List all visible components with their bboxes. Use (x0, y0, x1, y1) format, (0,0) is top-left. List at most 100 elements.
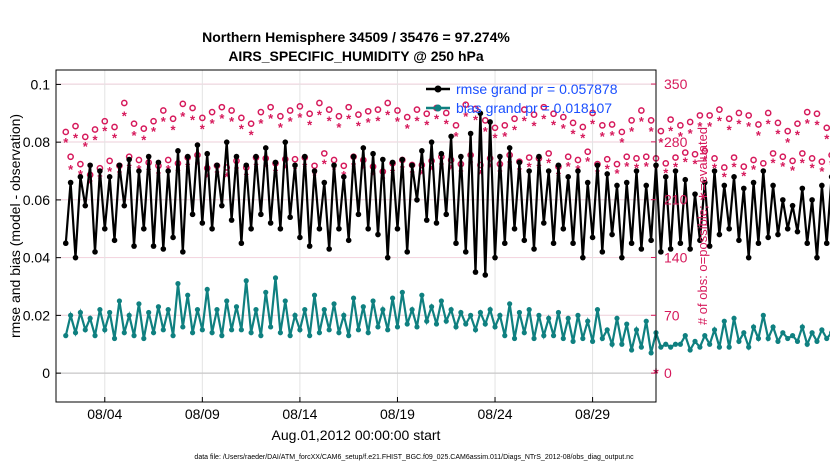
bias-point (424, 318, 430, 324)
obs-evaluated-point: * (336, 120, 342, 135)
obs-evaluated-point: * (692, 156, 698, 171)
obs-possible-point (574, 156, 582, 164)
bias-point (365, 330, 371, 336)
rmse-point (62, 240, 69, 247)
bias-point (409, 307, 415, 313)
bias-point (297, 327, 303, 333)
obs-evaluated-point: * (395, 114, 401, 129)
obs-evaluated-point: * (800, 155, 806, 170)
obs-possible-point (291, 155, 299, 163)
bias-point (185, 292, 191, 298)
y-tick-label-left: 0 (42, 365, 50, 381)
obs-evaluated-point: * (68, 162, 74, 177)
bias-point (633, 327, 640, 333)
obs-evaluated-point: * (824, 132, 830, 147)
bias-point (585, 318, 591, 324)
obs-evaluated-point: * (527, 160, 533, 175)
obs-possible-point (501, 121, 509, 129)
bias-point (589, 338, 596, 344)
rmse-point (355, 211, 362, 218)
bias-point (619, 341, 625, 347)
rmse-point (350, 153, 357, 160)
bias-point (189, 330, 196, 336)
obs-possible-point (320, 150, 328, 157)
obs-evaluated-point: * (463, 109, 469, 124)
bias-point (180, 324, 186, 330)
bias-point (560, 335, 566, 342)
obs-possible-point (706, 112, 714, 119)
obs-evaluated-point: * (346, 112, 352, 127)
obs-evaluated-point: * (658, 135, 664, 150)
bias-point (102, 327, 108, 333)
rmse-point (506, 145, 513, 151)
bias-point (482, 321, 488, 327)
rmse-point (423, 217, 430, 223)
bias-point (555, 309, 562, 316)
chart-title-line2: AIRS_SPECIFIC_HUMIDITY @ 250 hPa (228, 48, 484, 64)
obs-evaluated-point: * (678, 129, 684, 144)
rmse-point (760, 168, 767, 174)
obs-evaluated-point: * (478, 167, 484, 182)
obs-possible-point (608, 121, 616, 128)
bias-point (311, 292, 318, 298)
bias-point (204, 286, 210, 293)
bias-point (360, 304, 366, 310)
bias-point (229, 327, 235, 333)
rmse-point (121, 202, 128, 209)
obs-evaluated-point: * (805, 116, 811, 131)
bias-point (292, 312, 298, 318)
rmse-point (741, 185, 747, 192)
rmse-point (238, 240, 245, 247)
plot-area (56, 70, 656, 402)
rmse-point (550, 240, 557, 247)
obs-possible-point (452, 121, 460, 129)
obs-evaluated-point: * (283, 161, 289, 176)
bias-point (77, 309, 83, 316)
bias-point (438, 298, 444, 304)
rmse-point (336, 225, 342, 232)
legend-rmse-label: rmse grand pr = 0.057878 (456, 81, 618, 97)
rmse-point (233, 153, 240, 160)
rmse-point (331, 162, 337, 169)
rmse-point (277, 225, 284, 232)
rmse-point (526, 168, 532, 174)
obs-possible-point (628, 117, 635, 124)
rmse-point (184, 153, 191, 160)
rmse-point (316, 225, 323, 232)
y-tick-label-right: 140 (664, 249, 688, 265)
obs-evaluated-point: * (268, 111, 274, 126)
obs-possible-point (633, 155, 640, 162)
obs-evaluated-point: * (717, 113, 723, 128)
obs-possible-point (72, 122, 79, 130)
bias-point (136, 301, 142, 307)
bias-point (116, 298, 123, 304)
obs-evaluated-point: * (634, 160, 640, 175)
obs-possible-point (720, 164, 728, 171)
rmse-point (701, 179, 708, 186)
obs-evaluated-point: * (619, 135, 625, 150)
obs-evaluated-point: * (571, 127, 577, 142)
bias-point (814, 338, 820, 344)
rmse-point (301, 153, 308, 160)
obs-possible-point (179, 100, 187, 108)
x-tick-label: 08/19 (380, 406, 415, 422)
bias-point (224, 298, 230, 304)
obs-evaluated-point: * (92, 132, 98, 147)
obs-possible-point (589, 109, 596, 117)
obs-possible-point (686, 118, 694, 126)
bias-point (755, 335, 762, 342)
obs-possible-point (755, 121, 762, 128)
rmse-point (180, 249, 186, 255)
obs-evaluated-point: * (375, 113, 381, 128)
obs-possible-point (823, 124, 830, 132)
obs-possible-point (462, 101, 470, 109)
x-tick-label: 08/29 (575, 406, 610, 422)
obs-possible-point (642, 153, 650, 161)
bias-point (346, 333, 352, 339)
bias-point (72, 330, 79, 336)
obs-evaluated-point: * (732, 160, 738, 175)
bias-point (765, 335, 771, 342)
bias-point (750, 324, 757, 330)
rmse-point (389, 159, 396, 166)
obs-possible-point (198, 114, 206, 122)
